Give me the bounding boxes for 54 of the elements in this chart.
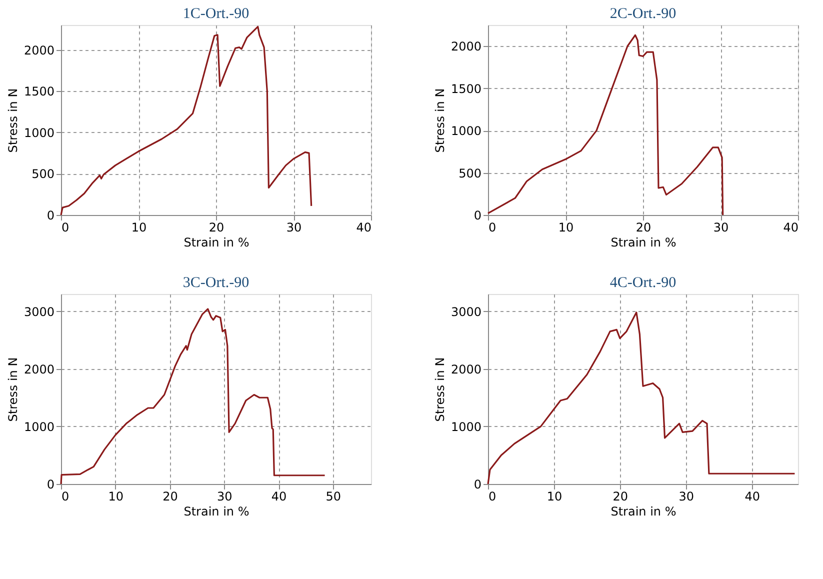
y-tick-label: 500 (32, 167, 54, 182)
y-tick-label: 1000 (24, 126, 54, 140)
y-axis-title: Stress in N (6, 357, 20, 422)
y-tick-label: 1000 (24, 420, 54, 434)
x-tick-label: 50 (326, 490, 342, 504)
x-tick-label: 30 (713, 220, 729, 234)
y-tick-label: 1500 (24, 84, 54, 99)
y-axis-title: Stress in N (6, 88, 20, 153)
y-tick-label: 0 (46, 478, 54, 492)
line-series (487, 312, 796, 485)
y-tick-label: 2000 (24, 43, 54, 58)
y-tick-label: 3000 (24, 304, 54, 319)
x-tick-label: 0 (488, 220, 496, 234)
y-tick-label: 0 (474, 478, 482, 492)
y-tick-label: 1500 (450, 82, 482, 96)
x-tick-label: 40 (271, 490, 287, 504)
x-tick-label: 0 (62, 220, 70, 234)
x-tick-label: 10 (546, 490, 562, 504)
x-tick-label: 30 (678, 490, 694, 504)
y-tick-label: 0 (474, 208, 482, 222)
x-axis-title: Strain in % (184, 504, 250, 518)
x-tick-label: 10 (108, 490, 124, 504)
y-axis-title: Stress in N (432, 88, 447, 153)
chart-title: 2C-Ort.-90 (610, 6, 676, 22)
y-tick-label: 0 (46, 208, 54, 222)
x-tick-label: 20 (162, 490, 178, 504)
y-tick-label: 2000 (24, 362, 54, 376)
chart-title: 4C-Ort.-90 (610, 275, 676, 291)
line-series (60, 308, 326, 485)
x-tick-label: 10 (558, 220, 574, 234)
y-tick-label: 1000 (450, 124, 482, 138)
x-tick-label: 40 (744, 490, 760, 504)
y-tick-label: 2000 (450, 362, 482, 376)
x-tick-label: 30 (286, 220, 302, 234)
chart-title: 3C-Ort.-90 (182, 275, 250, 291)
x-tick-label: 20 (636, 220, 652, 234)
y-tick-label: 1000 (450, 420, 482, 434)
x-axis-title: Strain in % (184, 236, 250, 250)
y-axis-title: Stress in N (432, 357, 447, 422)
x-tick-label: 20 (612, 490, 628, 504)
x-tick-label: 0 (488, 490, 496, 504)
x-tick-label: 10 (131, 220, 147, 234)
x-axis-title: Strain in % (610, 504, 676, 518)
x-tick-label: 0 (62, 490, 70, 504)
x-axis-title: Strain in % (610, 236, 676, 250)
y-tick-label: 3000 (450, 304, 482, 319)
x-tick-label: 20 (208, 220, 224, 234)
y-tick-label: 500 (458, 166, 482, 180)
x-tick-label: 30 (217, 490, 232, 504)
x-tick-label: 40 (783, 220, 798, 234)
chart-title: 1C-Ort.-90 (182, 6, 250, 22)
line-series (487, 34, 724, 216)
y-tick-label: 2000 (450, 40, 482, 54)
x-tick-label: 40 (356, 220, 372, 234)
